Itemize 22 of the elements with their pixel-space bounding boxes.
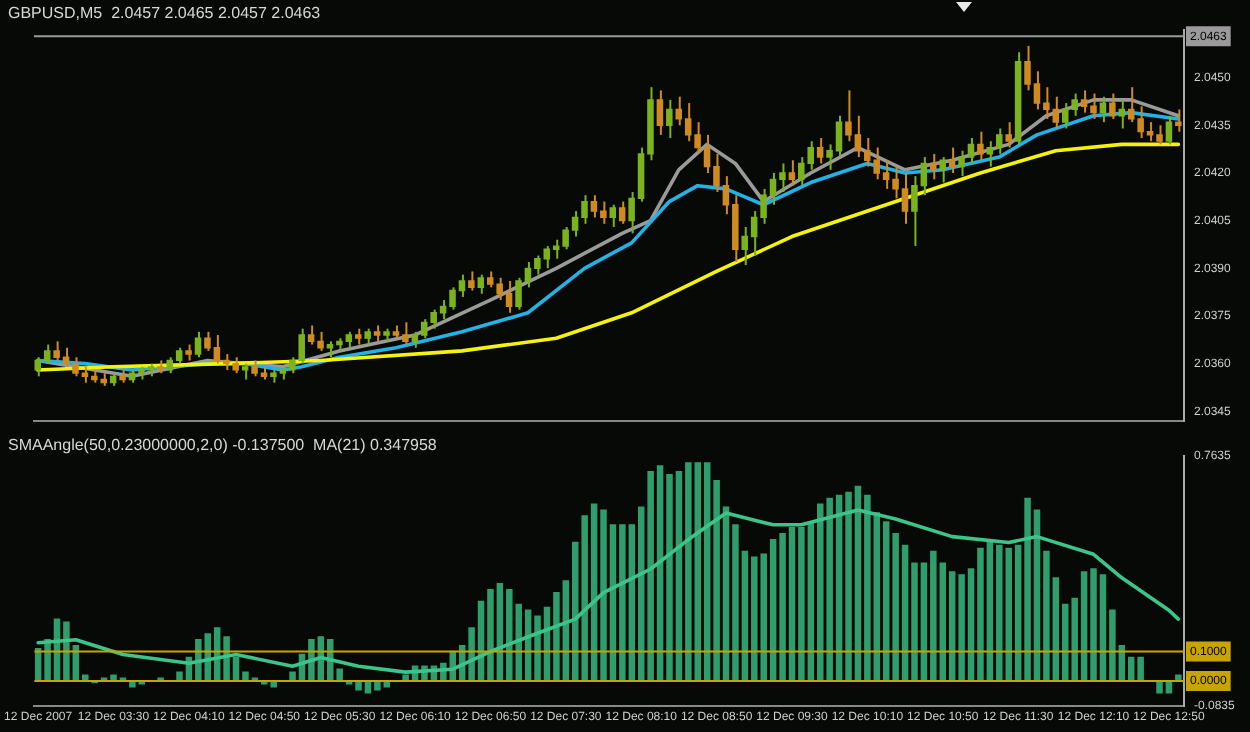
candlestick: [995, 127, 1003, 155]
candlestick: [477, 273, 485, 295]
candlestick: [468, 270, 475, 292]
candlestick: [930, 152, 937, 181]
candlestick: [34, 356, 42, 378]
candlestick: [194, 330, 202, 359]
candlestick: [1005, 121, 1012, 149]
chart-title: GBPUSD,M5 2.0457 2.0465 2.0457 2.0463: [8, 4, 321, 22]
candlestick: [1165, 114, 1173, 146]
candlestick: [618, 200, 626, 225]
candlestick: [816, 137, 824, 165]
candlestick: [977, 130, 984, 162]
candlestick: [666, 98, 673, 140]
candlestick: [1099, 95, 1107, 124]
chart-title: SMAAngle(50,0.23000000,2,0) -0.137500 MA(21) 0.347958: [8, 436, 437, 454]
candlestick: [609, 203, 617, 228]
candlestick: [656, 89, 664, 136]
candlestick: [1175, 108, 1182, 133]
candlestick: [43, 343, 51, 365]
candlestick: [939, 156, 946, 184]
candlestick: [788, 159, 796, 187]
candlestick: [1109, 92, 1116, 120]
